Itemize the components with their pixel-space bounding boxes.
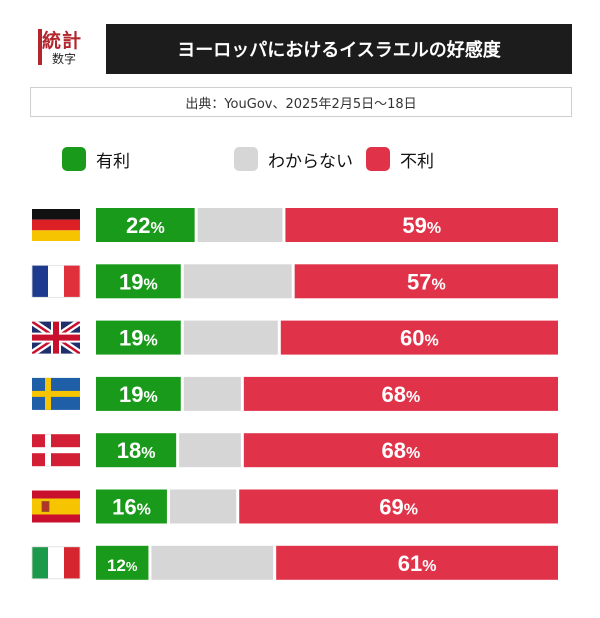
bar-favorable <box>96 320 181 355</box>
bar-unknown <box>183 264 292 299</box>
chart-row: 19% 60% <box>32 320 558 355</box>
data-label-favorable: 19% <box>119 326 158 351</box>
legend-item-unknown: わからない <box>234 144 353 174</box>
data-label-unfavorable: 69% <box>379 495 418 520</box>
legend-label-favorable: 有利 <box>96 151 130 172</box>
data-label-favorable: 12% <box>107 556 138 575</box>
chart-row: 19% 68% <box>32 376 558 411</box>
bar-unknown <box>183 320 278 355</box>
data-label-favorable: 16% <box>112 495 151 520</box>
legend-swatch-unknown <box>234 147 258 171</box>
data-label-unfavorable: 68% <box>382 438 421 463</box>
legend-label-unknown: わからない <box>268 151 353 172</box>
bar-unfavorable <box>239 489 558 524</box>
bar-favorable <box>96 376 181 411</box>
bar-unknown <box>197 208 283 242</box>
data-label-unfavorable: 57% <box>407 269 446 294</box>
logo-text-sub: 数字 <box>52 52 77 66</box>
bar-unfavorable <box>294 264 558 299</box>
data-label-unfavorable: 60% <box>400 326 439 351</box>
legend-item-unfavorable: 不利 <box>366 144 434 174</box>
bar-favorable <box>96 433 177 468</box>
bar-unfavorable <box>280 320 558 355</box>
flag-sweden-icon <box>32 377 80 410</box>
legend-swatch-unfavorable <box>366 147 390 171</box>
legend-swatch-favorable <box>62 147 86 171</box>
flag-spain-icon <box>32 490 80 523</box>
bar-unfavorable <box>243 433 558 468</box>
bar-unknown <box>179 433 241 468</box>
flag-denmark-icon <box>32 434 80 467</box>
chart-row: 18% 68% <box>32 433 558 468</box>
legend-label-unfavorable: 不利 <box>400 151 434 172</box>
data-label-unfavorable: 61% <box>398 551 437 576</box>
bar-unknown <box>169 489 237 524</box>
chart-title: ヨーロッパにおけるイスラエルの好感度 <box>106 24 572 74</box>
bar-favorable <box>96 545 149 580</box>
data-label-favorable: 19% <box>119 382 158 407</box>
flag-germany-icon <box>32 209 80 241</box>
data-label-favorable: 22% <box>126 213 165 238</box>
bar-unfavorable <box>243 376 558 411</box>
chart-row: 22% 59% <box>32 208 558 242</box>
bar-unknown <box>151 545 274 580</box>
flag-france-icon <box>31 264 81 298</box>
logo-text-main: 統計 <box>42 30 83 52</box>
bar-unknown <box>183 376 241 411</box>
flag-uk-icon <box>32 321 80 354</box>
legend-item-favorable: 有利 <box>62 144 130 174</box>
legend: 有利 わからない 不利 <box>0 144 600 174</box>
logo-mark <box>38 29 42 65</box>
flag-italy-icon <box>31 546 81 580</box>
data-label-favorable: 18% <box>117 438 156 463</box>
logo: 統計 数字 <box>34 26 96 72</box>
data-label-favorable: 19% <box>119 269 158 294</box>
bar-favorable <box>96 208 195 242</box>
data-label-unfavorable: 68% <box>382 382 421 407</box>
bar-favorable <box>96 489 167 524</box>
chart-row: 19% 57% <box>31 264 558 299</box>
chart-row: 12% 61% <box>31 545 558 580</box>
bar-favorable <box>96 264 181 299</box>
source-note: 出典：YouGov、2025年2月5日〜18日 <box>30 87 572 117</box>
data-label-unfavorable: 59% <box>402 213 441 238</box>
bar-unfavorable <box>285 208 558 242</box>
chart-row: 16% 69% <box>32 489 558 524</box>
bar-unfavorable <box>276 545 558 580</box>
